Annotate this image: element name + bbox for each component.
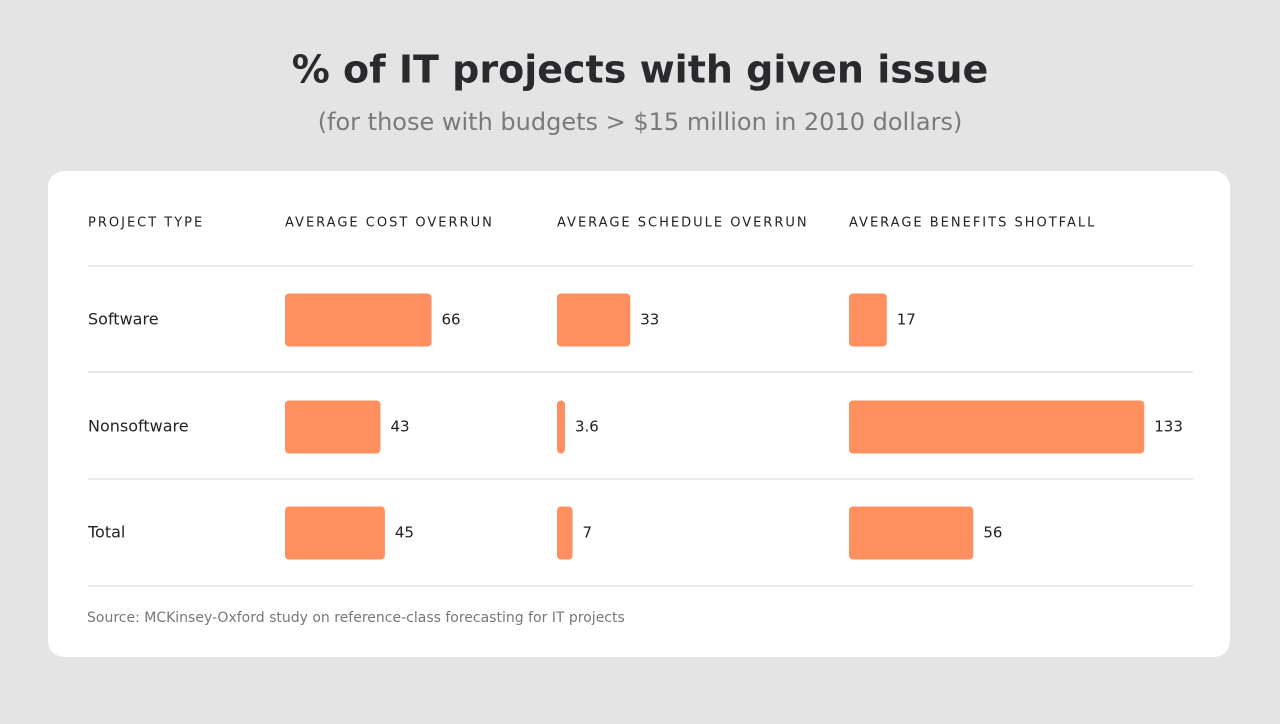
column-header: AVERAGE BENEFITS SHOTFALL xyxy=(849,216,1096,231)
bar xyxy=(849,400,1145,454)
bar xyxy=(285,293,432,347)
value-label: 17 xyxy=(897,311,916,329)
value-label: 3.6 xyxy=(575,418,599,436)
value-label: 43 xyxy=(390,418,409,436)
value-label: 33 xyxy=(640,311,659,329)
value-label: 133 xyxy=(1154,418,1183,436)
bar xyxy=(849,506,974,560)
bar xyxy=(285,400,381,454)
bar xyxy=(849,293,887,347)
value-label: 66 xyxy=(442,311,461,329)
bar xyxy=(557,400,565,454)
row-label: Nonsoftware xyxy=(88,417,189,436)
bar xyxy=(557,293,631,347)
column-header: AVERAGE SCHEDULE OVERRUN xyxy=(557,216,809,231)
row-label: Software xyxy=(88,310,159,329)
value-label: 7 xyxy=(583,524,593,542)
row-label: Total xyxy=(87,523,125,542)
chart-subtitle: (for those with budgets > $15 million in… xyxy=(318,108,963,136)
source-note: Source: MCKinsey-Oxford study on referen… xyxy=(87,610,625,626)
bar xyxy=(285,506,385,560)
column-header: PROJECT TYPE xyxy=(88,216,204,231)
column-header: AVERAGE COST OVERRUN xyxy=(285,216,494,231)
chart-title: % of IT projects with given issue xyxy=(292,48,989,92)
value-label: 56 xyxy=(983,524,1002,542)
bar xyxy=(557,506,573,560)
value-label: 45 xyxy=(395,524,414,542)
